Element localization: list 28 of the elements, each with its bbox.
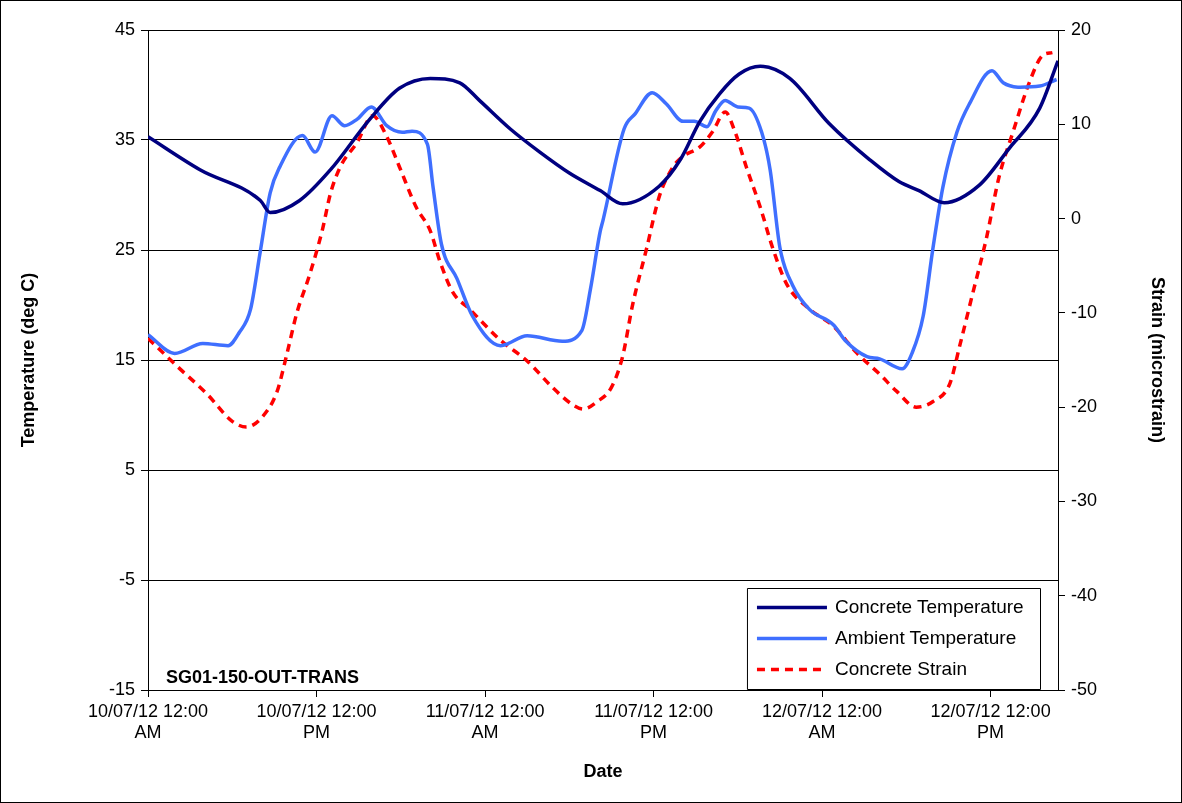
y-tick-label: -5 xyxy=(118,568,135,589)
legend-label: Concrete Strain xyxy=(834,657,967,679)
legend-label: Concrete Temperature xyxy=(834,595,1024,617)
y-tick-label: 35 xyxy=(114,128,135,149)
y2-axis-title: Strain (microstrain) xyxy=(1148,276,1169,444)
y2-tick-label: 0 xyxy=(1071,207,1082,228)
x-tick-label: 10/07/12 12:00 PM xyxy=(256,700,377,743)
x-tick-label: 12/07/12 12:00 AM xyxy=(762,700,883,743)
y2-tick-label: -40 xyxy=(1071,584,1098,605)
x-tick-label: 11/07/12 12:00 AM xyxy=(425,700,545,743)
y-tick-label: 15 xyxy=(114,348,135,369)
annotation: SG01-150-OUT-TRANS xyxy=(166,666,360,687)
legend-label: Ambient Temperature xyxy=(834,626,1017,648)
y2-tick-label: 20 xyxy=(1071,18,1092,39)
y2-tick-label: -10 xyxy=(1071,301,1098,322)
y-tick-label: 25 xyxy=(114,238,135,259)
y2-tick-label: 10 xyxy=(1071,113,1092,134)
y-tick-label: 5 xyxy=(124,458,135,479)
y-tick-label: 45 xyxy=(114,18,135,39)
x-tick-label: 11/07/12 12:00 PM xyxy=(594,700,713,743)
x-axis-title: Date xyxy=(583,761,623,782)
y2-tick-label: -20 xyxy=(1071,396,1098,417)
x-tick-label: 12/07/12 12:00 PM xyxy=(930,700,1051,743)
y-axis-title: Temperature (deg C) xyxy=(17,272,38,448)
x-tick-label: 10/07/12 12:00 AM xyxy=(87,700,209,743)
y-tick-label: -15 xyxy=(108,678,135,699)
y2-tick-label: -50 xyxy=(1071,678,1098,699)
y2-tick-label: -30 xyxy=(1071,490,1098,511)
